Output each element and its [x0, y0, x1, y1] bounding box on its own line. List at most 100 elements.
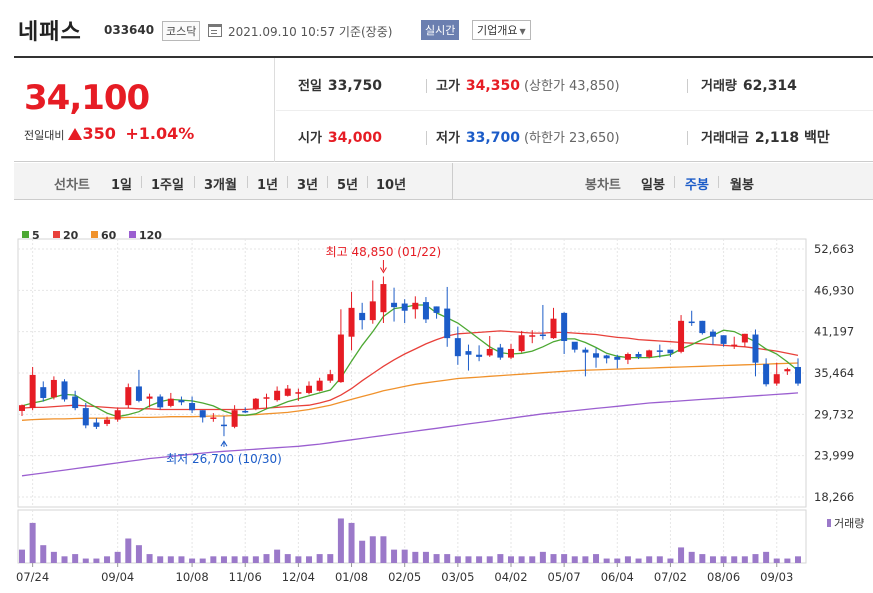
change-amount: 350: [82, 124, 116, 143]
volume-bar: [135, 545, 142, 563]
volume-bar: [582, 556, 589, 563]
tab-monthly[interactable]: 월봉: [730, 178, 754, 193]
candle-body: [104, 419, 111, 424]
candle-body: [784, 369, 791, 372]
quote-panel: 34,100 전일대비 350 +1.04% 전일 33,750 고가 34,350(…: [14, 56, 873, 162]
candle-body: [242, 410, 249, 413]
volume-bar: [624, 556, 631, 563]
volume-bar: [337, 518, 344, 563]
volume-bar: [157, 556, 164, 563]
volume-legend-swatch: [827, 519, 831, 527]
candle-body: [210, 417, 217, 419]
divider: [452, 163, 453, 200]
volume-bar: [720, 556, 727, 563]
tab-5year[interactable]: 5년: [337, 178, 359, 193]
candle-body: [306, 385, 313, 393]
x-tick-label: 01/08: [335, 570, 368, 584]
volume-bar: [82, 558, 89, 563]
tab-3year[interactable]: 3년: [297, 178, 319, 193]
volume-bar: [539, 551, 546, 563]
change-label: 전일대비: [24, 129, 65, 142]
up-triangle-icon: [68, 128, 83, 140]
candle-body: [327, 374, 334, 381]
candle-body: [40, 387, 47, 398]
candle-body: [295, 392, 302, 394]
volume-bar: [401, 549, 408, 563]
volume-bar: [476, 556, 483, 563]
chart-tabs: 선차트 1일 1주일 3개월 1년 3년 5년 10년 봉차트 일봉 주봉 월봉: [14, 163, 873, 200]
volume-bar: [561, 554, 568, 563]
tab-1week[interactable]: 1주일: [151, 178, 184, 193]
volume-bar: [614, 558, 621, 563]
high-arrowhead: [379, 267, 387, 274]
x-tick-label: 12/04: [282, 570, 315, 584]
candle-body: [507, 348, 514, 358]
tab-3month[interactable]: 3개월: [204, 178, 237, 193]
timestamp: 2021.09.10 10:57 기준(장중): [228, 25, 393, 39]
divider: [687, 79, 688, 93]
tab-1day[interactable]: 1일: [111, 178, 133, 193]
x-tick-label: 09/04: [101, 570, 134, 584]
calendar-icon: [208, 24, 222, 37]
divider: [426, 79, 427, 93]
candle-body: [369, 301, 376, 321]
open-label: 시가: [298, 131, 322, 146]
candle-body: [773, 374, 780, 384]
volume-bar: [709, 556, 716, 563]
candle-body: [582, 349, 589, 353]
candle-body: [603, 355, 610, 359]
volume-bar: [263, 554, 270, 563]
volume-bar: [220, 556, 227, 563]
volume-bar: [359, 540, 366, 563]
candle-body: [614, 356, 621, 360]
volume-bar: [178, 556, 185, 563]
volume: 거래량 62,314: [701, 75, 797, 94]
prev-close-value: 33,750: [327, 78, 382, 94]
legend-label: 20: [63, 229, 79, 242]
candle-body: [571, 341, 578, 350]
candle-body: [274, 390, 281, 401]
line-chart-title: 선차트: [54, 178, 90, 193]
volume-bar: [656, 556, 663, 563]
volume-bar: [412, 551, 419, 563]
y-tick-label: 52,663: [814, 242, 854, 256]
divider: [327, 176, 328, 188]
tab-daily[interactable]: 일봉: [641, 178, 665, 193]
candle-body: [688, 321, 695, 324]
candle-body: [624, 353, 631, 360]
moving-average-60: [21, 362, 799, 421]
volume-bar: [284, 554, 291, 563]
volume-bar: [146, 554, 153, 563]
candle-body: [709, 331, 716, 337]
volume-bar: [327, 554, 334, 563]
y-tick-label: 18,266: [814, 490, 854, 504]
x-tick-label: 03/05: [441, 570, 474, 584]
volume-bar: [189, 558, 196, 563]
x-tick-label: 07/02: [654, 570, 687, 584]
candle-body: [167, 398, 174, 406]
open-value: 34,000: [327, 130, 382, 146]
company-overview-button[interactable]: 기업개요 ▼: [472, 20, 531, 40]
divider: [287, 176, 288, 188]
x-tick-label: 09/03: [760, 570, 793, 584]
volume-label: 거래량: [701, 79, 737, 94]
volume-bar: [444, 554, 451, 563]
candle-body: [561, 312, 568, 342]
volume-bar: [635, 558, 642, 563]
volume-panel-frame: [17, 509, 807, 564]
volume-bar: [29, 522, 36, 563]
current-price: 34,100: [24, 78, 150, 118]
tab-1year[interactable]: 1년: [257, 178, 279, 193]
upper-limit: (상한가 43,850): [523, 79, 620, 94]
candle-body: [93, 422, 100, 427]
company-overview-label: 기업개요: [477, 24, 518, 37]
realtime-button[interactable]: 실시간: [421, 20, 460, 40]
x-tick-label: 02/05: [388, 570, 421, 584]
volume-bar: [784, 558, 791, 563]
volume-bar: [348, 522, 355, 563]
candle-body: [667, 349, 674, 354]
tab-weekly[interactable]: 주봉: [685, 178, 709, 193]
stock-name: 네패스: [18, 20, 82, 45]
tab-10year[interactable]: 10년: [376, 178, 407, 193]
y-tick-label: 29,732: [814, 407, 854, 421]
